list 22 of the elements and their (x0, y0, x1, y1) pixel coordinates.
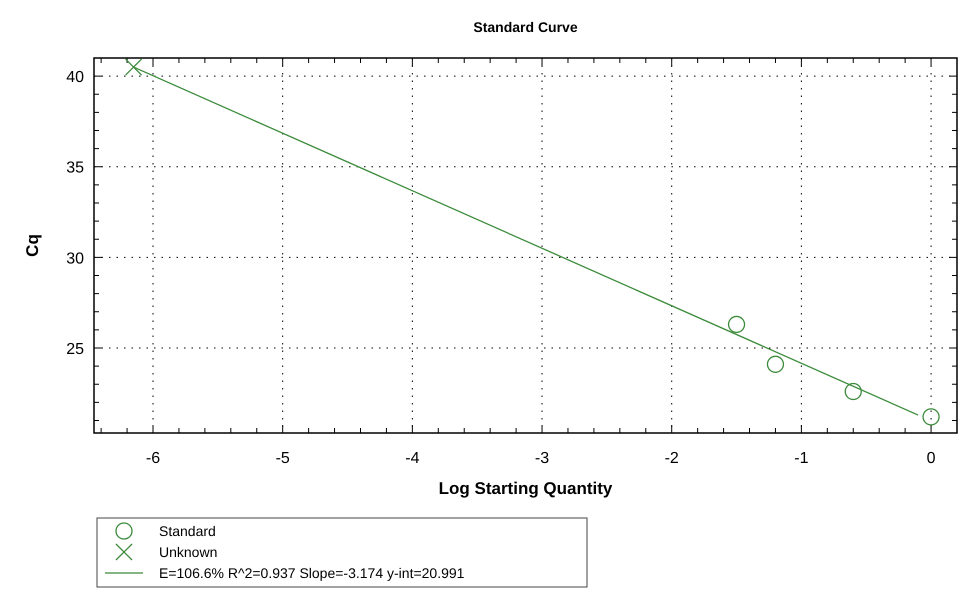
x-axis-title: Log Starting Quantity (438, 479, 613, 498)
legend-label: E=106.6% R^2=0.937 Slope=-3.174 y-int=20.991 (159, 565, 465, 581)
x-tick-label: -6 (146, 450, 160, 467)
chart-title: Standard Curve (473, 19, 578, 35)
x-tick-label: -4 (405, 450, 420, 467)
y-tick-label: 25 (66, 340, 84, 358)
x-tick-label: -1 (794, 450, 809, 467)
x-tick-label: -3 (534, 450, 550, 467)
point (124, 58, 142, 76)
y-tick-label: 30 (66, 250, 84, 268)
y-tick-label: 40 (66, 69, 84, 86)
y-axis-title: Cq (23, 234, 42, 257)
x-tick-label: -2 (664, 450, 679, 467)
point (922, 408, 940, 426)
point (766, 356, 784, 373)
point (844, 382, 862, 400)
legend-label: Standard (159, 523, 216, 539)
x-tick-label: 0 (926, 450, 936, 467)
legend-label: Unknown (159, 544, 218, 560)
x-tick-label: -5 (276, 450, 290, 467)
y-tick-label: 35 (66, 160, 84, 177)
point (728, 316, 746, 334)
